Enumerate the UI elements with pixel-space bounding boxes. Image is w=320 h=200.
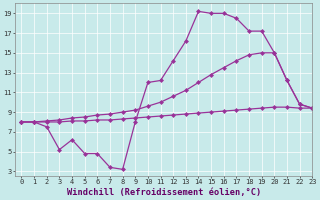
X-axis label: Windchill (Refroidissement éolien,°C): Windchill (Refroidissement éolien,°C) [67, 188, 261, 197]
